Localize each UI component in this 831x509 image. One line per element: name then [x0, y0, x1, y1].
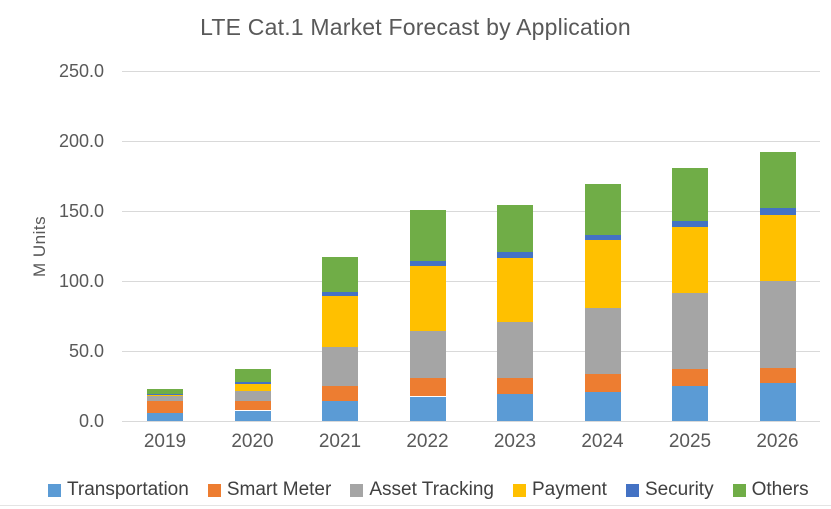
bar-segment-others-2022: [409, 209, 446, 261]
bar-segment-asset-tracking-2025: [672, 292, 708, 370]
bar-segment-others-2021: [322, 256, 358, 292]
bar-segment-payment-2023: [497, 257, 533, 323]
bar-segment-transportation-2024: [584, 391, 621, 421]
bar-segment-asset-tracking-2022: [409, 330, 446, 379]
bar-segment-smart-meter-2019: [147, 401, 183, 413]
bar-segment-transportation-2026: [759, 383, 796, 421]
bar-segment-smart-meter-2021: [322, 386, 358, 402]
gridline: [122, 141, 820, 142]
legend-label: Payment: [531, 479, 607, 500]
x-tick-label-2025: 2025: [668, 431, 712, 452]
legend-label: Transportation: [67, 479, 189, 500]
legend-swatch-icon: [512, 483, 526, 497]
x-tick-label-2020: 2020: [231, 431, 274, 452]
legend-swatch-icon: [48, 483, 61, 497]
bar-segment-smart-meter-2020: [234, 400, 271, 411]
bar-segment-security-2024: [584, 234, 621, 241]
bar-segment-smart-meter-2026: [759, 367, 796, 384]
gridline: [122, 351, 820, 352]
bar-segment-security-2022: [409, 260, 446, 266]
bar-segment-payment-2025: [672, 227, 708, 293]
y-tick-label: 200.0: [58, 131, 104, 151]
gridline: [122, 71, 820, 72]
bar-segment-smart-meter-2024: [584, 374, 621, 392]
gridline: [122, 211, 820, 212]
legend-item-others: Others: [732, 479, 809, 501]
bar-segment-security-2019: [147, 393, 183, 396]
bar-segment-transportation-2020: [234, 410, 271, 421]
x-tick-label-2023: 2023: [493, 431, 537, 452]
y-tick-label: 0.0: [78, 411, 104, 431]
y-tick-label: 50.0: [68, 341, 104, 361]
bar-segment-asset-tracking-2021: [322, 346, 358, 386]
bar-segment-transportation-2022: [409, 396, 446, 421]
bar-segment-payment-2026: [759, 215, 796, 281]
bar-segment-others-2020: [234, 369, 271, 382]
legend-item-transportation: Transportation: [48, 479, 189, 501]
bar-segment-asset-tracking-2023: [497, 322, 533, 378]
y-tick-label: 250.0: [58, 61, 104, 81]
legend-item-smart-meter: Smart Meter: [207, 479, 332, 501]
bar-segment-others-2024: [584, 183, 621, 235]
bar-segment-security-2025: [672, 220, 708, 228]
bar-segment-smart-meter-2023: [497, 377, 533, 395]
bar-segment-others-2023: [497, 204, 533, 253]
bar-segment-payment-2019: [147, 395, 183, 396]
chart-title: LTE Cat.1 Market Forecast by Application: [200, 14, 631, 40]
bar-segment-security-2021: [322, 291, 358, 296]
legend: Transportation Smart Meter Asset Tracking P…: [48, 479, 809, 501]
bar-segment-smart-meter-2025: [672, 369, 708, 386]
legend-swatch-icon: [207, 483, 221, 497]
legend-label: Smart Meter: [226, 479, 332, 500]
x-tick-label-2021: 2021: [318, 431, 362, 452]
bar-segment-payment-2021: [322, 295, 358, 347]
bar-segment-transportation-2021: [322, 401, 358, 421]
bar-segment-security-2020: [234, 381, 271, 384]
legend-swatch-icon: [732, 483, 746, 497]
legend-label: Security: [644, 479, 714, 500]
bar-segment-others-2026: [759, 152, 796, 209]
bar-segment-security-2026: [759, 208, 796, 216]
bar-segment-transportation-2023: [497, 394, 533, 421]
bar-segment-asset-tracking-2019: [147, 395, 183, 402]
bar-segment-asset-tracking-2026: [759, 281, 796, 368]
bar-segment-payment-2022: [409, 265, 446, 331]
gridline: [122, 421, 820, 422]
bar-segment-transportation-2019: [147, 412, 183, 421]
bar-segment-asset-tracking-2024: [584, 307, 621, 375]
legend-item-security: Security: [625, 479, 714, 501]
legend-item-asset-tracking: Asset Tracking: [350, 479, 494, 501]
gridline: [122, 281, 820, 282]
legend-item-payment: Payment: [512, 479, 607, 501]
bar-segment-payment-2020: [234, 383, 271, 391]
bar-segment-payment-2024: [584, 240, 621, 308]
bottom-divider: [0, 505, 831, 506]
x-tick-label-2022: 2022: [406, 431, 449, 452]
legend-swatch-icon: [350, 483, 364, 497]
x-tick-label-2024: 2024: [581, 431, 624, 452]
y-tick-label: 150.0: [58, 201, 104, 221]
y-tick-label: 100.0: [58, 271, 104, 291]
legend-label: Asset Tracking: [369, 479, 494, 500]
bar-segment-security-2023: [497, 252, 533, 258]
bar-segment-transportation-2025: [672, 386, 708, 421]
legend-swatch-icon: [625, 483, 639, 497]
bar-segment-others-2025: [672, 168, 708, 221]
bar-segment-asset-tracking-2020: [234, 390, 271, 401]
bar-segment-others-2019: [147, 388, 183, 394]
x-tick-label-2019: 2019: [143, 431, 187, 452]
legend-label: Others: [751, 479, 809, 500]
x-tick-label-2026: 2026: [756, 431, 799, 452]
bar-segment-smart-meter-2022: [409, 378, 446, 397]
